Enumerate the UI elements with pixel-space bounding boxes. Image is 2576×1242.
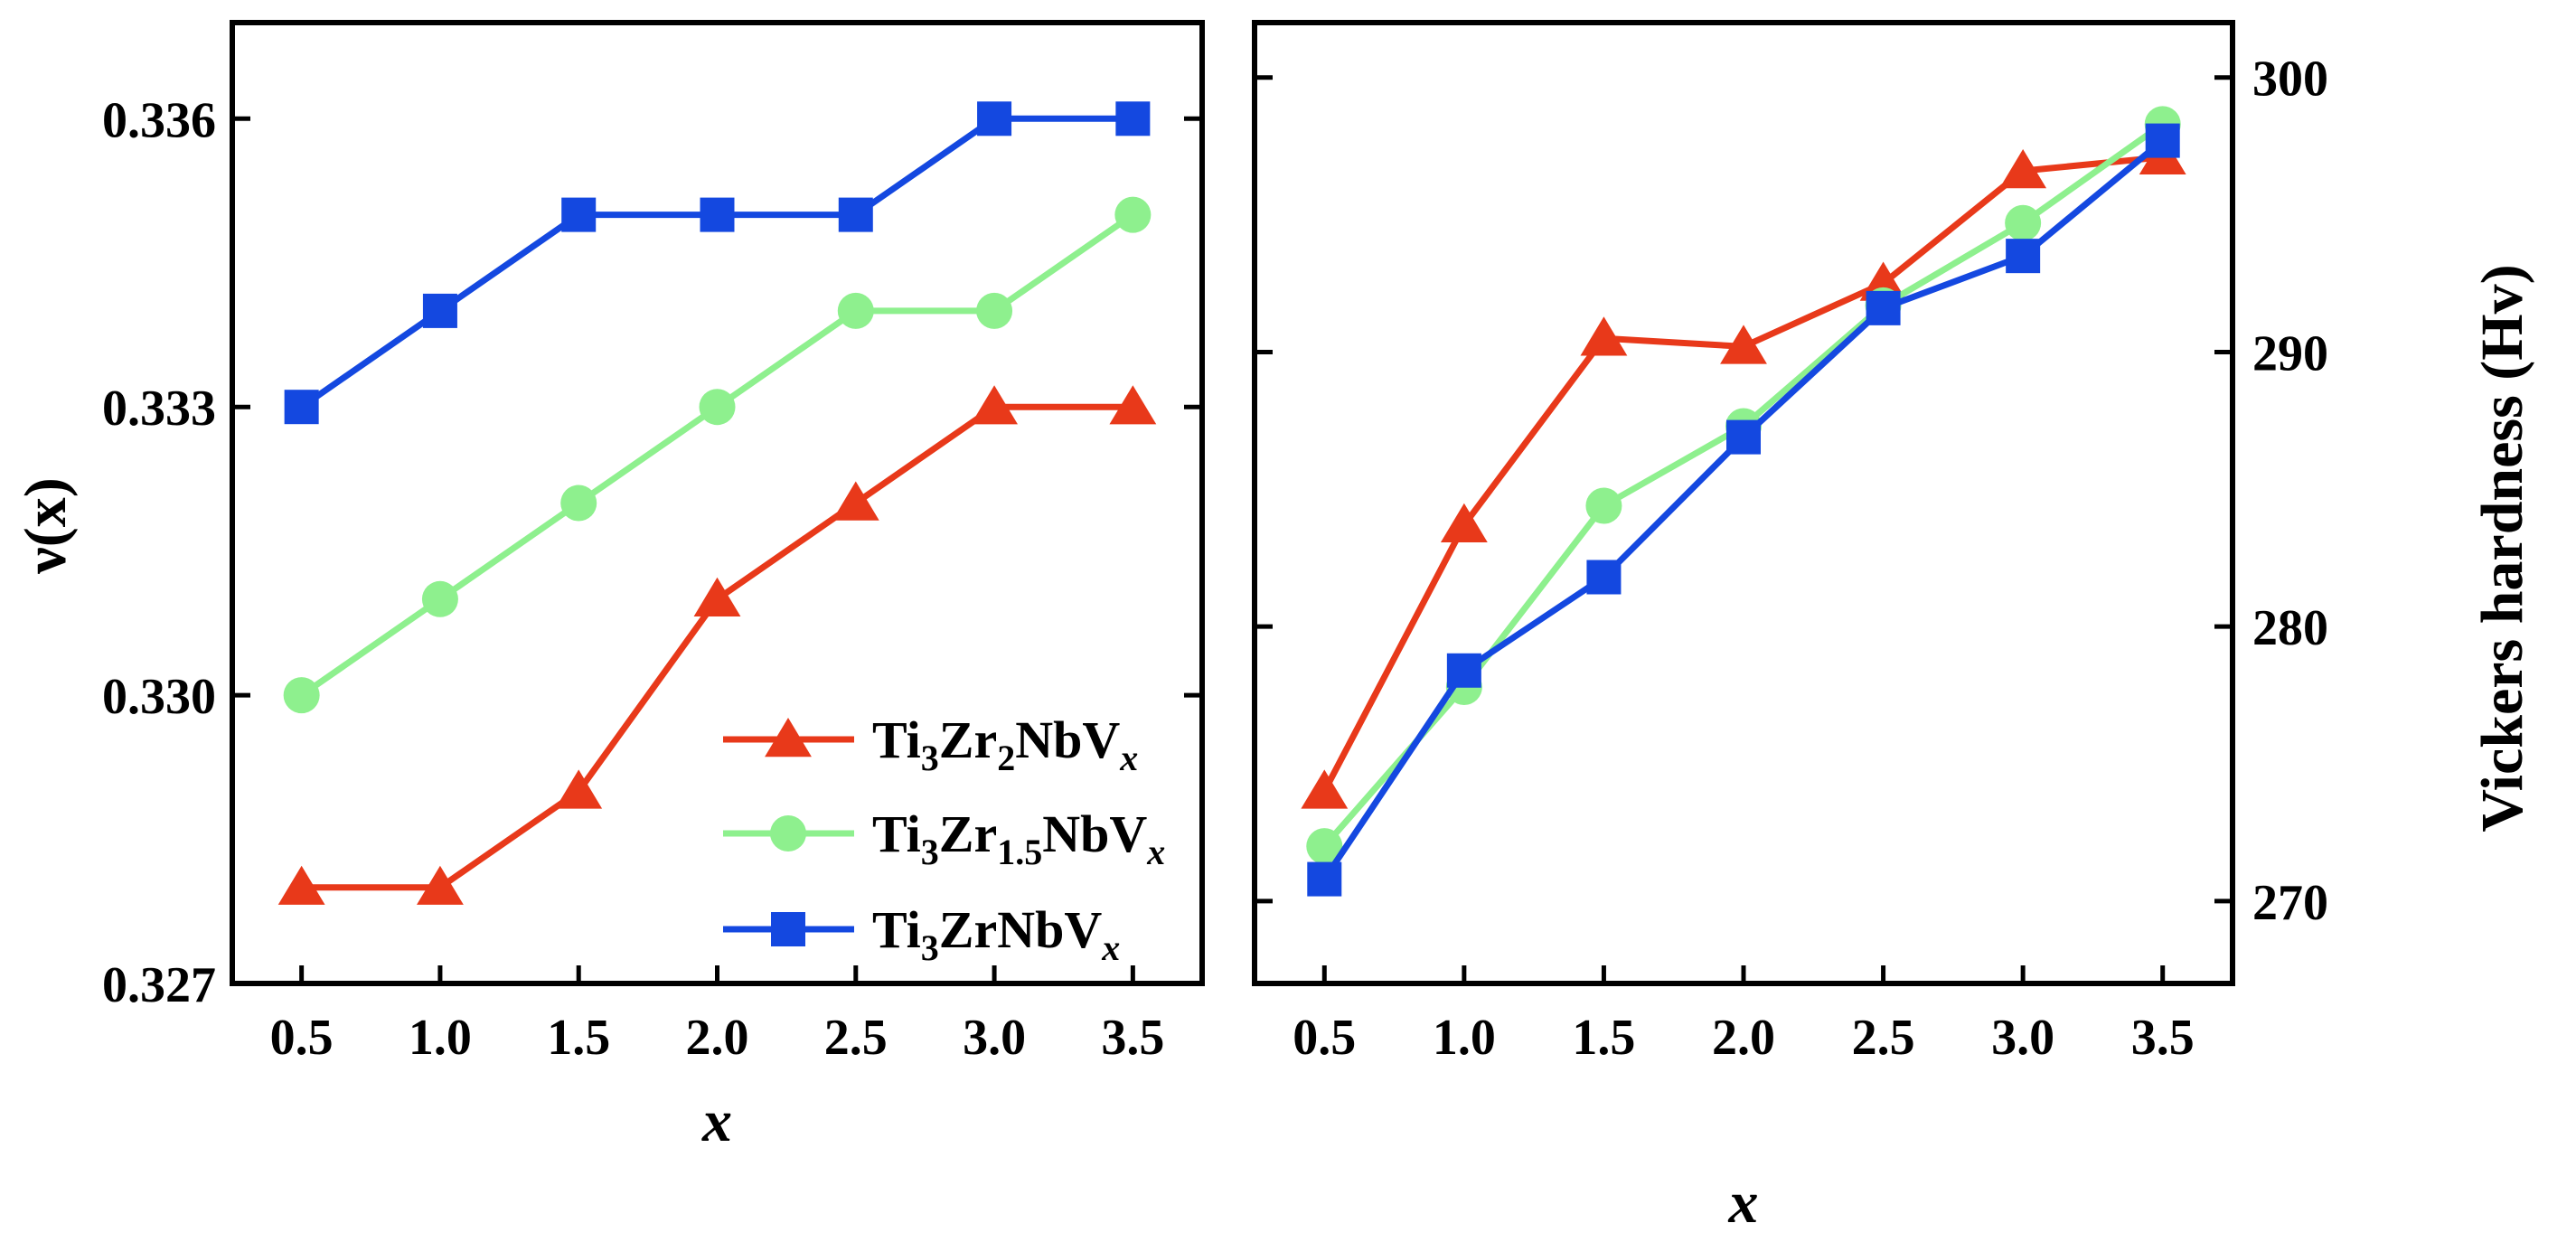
data-point-Ti3Zr2NbVx xyxy=(1580,316,1628,356)
x-tick-label: 1.5 xyxy=(1572,1010,1635,1066)
legend-part: Ti xyxy=(872,900,921,959)
x-tick-label: 3.5 xyxy=(1101,1010,1164,1066)
y-tick-label: 270 xyxy=(2252,875,2328,931)
data-point-Ti3ZrNbVx xyxy=(838,197,873,232)
data-point-Ti3Zr2NbVx xyxy=(1999,149,2047,189)
x-tick-label: 1.0 xyxy=(1433,1010,1496,1066)
left-panel: 0.5 1.0 1.5 2.0 2.5 3.0 3.5 0.327 0.330 0.333 0.33… xyxy=(13,20,1205,1154)
data-point-Ti3ZrNbVx xyxy=(561,197,597,232)
data-point-Ti3Zr1.5NbVx xyxy=(421,580,458,617)
x-tick-label: 0.5 xyxy=(270,1010,334,1066)
y-tick-label: 280 xyxy=(2252,600,2328,656)
x-tick-label: 1.5 xyxy=(547,1010,610,1066)
legend-sub: 2 xyxy=(997,738,1015,778)
legend-sub: x xyxy=(1101,927,1120,968)
legend-sub: 1.5 xyxy=(997,832,1042,872)
data-point-Ti3ZrNbVx xyxy=(1446,653,1481,688)
series-line-Ti3Zr2NbVx xyxy=(301,403,1133,891)
data-point-Ti3ZrNbVx xyxy=(2006,239,2041,274)
x-tick-label: 2.5 xyxy=(824,1010,888,1066)
legend-sub: 3 xyxy=(921,738,939,778)
x-tick-label: 3.5 xyxy=(2131,1010,2195,1066)
data-point-Ti3ZrNbVx xyxy=(1115,101,1151,136)
x-tick-label: 2.5 xyxy=(1852,1010,1915,1066)
data-point-Ti3Zr1.5NbVx xyxy=(837,292,874,329)
data-point-Ti3Zr2NbVx xyxy=(1301,769,1349,809)
data-point-Ti3Zr2NbVx xyxy=(1720,325,1767,364)
x-tick-label: 3.0 xyxy=(1991,1010,2054,1066)
data-point-Ti3ZrNbVx xyxy=(1307,861,1342,897)
legend-part: Zr xyxy=(939,804,997,863)
series-line-Ti3Zr1.5NbVx xyxy=(299,212,1135,698)
legend-part: Ti xyxy=(872,804,921,863)
legend-marker xyxy=(765,718,812,757)
legend-part: Zr xyxy=(939,710,997,769)
x-tick-label: 0.5 xyxy=(1293,1010,1356,1066)
series-line-Ti3ZrNbVx xyxy=(299,115,1133,410)
data-point-Ti3ZrNbVx xyxy=(422,293,457,328)
data-point-Ti3Zr2NbVx xyxy=(277,865,325,905)
y-tick-label: 290 xyxy=(2252,325,2328,381)
data-point-Ti3Zr1.5NbVx xyxy=(699,389,736,426)
x-tick-label: 3.0 xyxy=(963,1010,1026,1066)
data-point-Ti3Zr2NbVx xyxy=(555,769,603,809)
data-point-Ti3Zr1.5NbVx xyxy=(1585,487,1622,524)
data-point-Ti3ZrNbVx xyxy=(1586,560,1622,595)
data-point-Ti3ZrNbVx xyxy=(977,101,1012,136)
data-point-Ti3Zr1.5NbVx xyxy=(1114,196,1152,233)
legend-part: NbV xyxy=(1015,710,1120,769)
x-axis-title: x xyxy=(701,1088,732,1154)
legend-label: Ti3Zr2NbVx xyxy=(872,710,1138,778)
data-point-Ti3ZrNbVx xyxy=(1866,290,1901,325)
legend-part: Ti xyxy=(872,710,921,769)
data-point-Ti3Zr2NbVx xyxy=(832,481,879,521)
legend-label: Ti3Zr1.5NbVx xyxy=(872,804,1165,872)
data-point-Ti3Zr1.5NbVx xyxy=(283,677,320,714)
data-point-Ti3Zr1.5NbVx xyxy=(976,292,1013,329)
y-axis-title: ν(x) xyxy=(13,477,79,574)
y-tick-label: 0.336 xyxy=(102,92,216,148)
data-point-Ti3ZrNbVx xyxy=(700,197,735,232)
data-point-Ti3Zr2NbVx xyxy=(417,865,464,905)
x-tick-label: 1.0 xyxy=(409,1010,472,1066)
y-tick-label: 0.330 xyxy=(102,669,216,725)
legend-part: NbV xyxy=(1042,804,1147,863)
x-tick-label: 2.0 xyxy=(1712,1010,1775,1066)
y-tick-label: 0.333 xyxy=(102,381,216,437)
data-point-Ti3Zr1.5NbVx xyxy=(560,485,597,522)
y-axis-title: Vickers hardness (Hv) xyxy=(2469,264,2535,832)
y-tick-label: 0.327 xyxy=(102,957,216,1013)
legend-marker xyxy=(771,912,805,946)
data-point-Ti3Zr2NbVx xyxy=(1109,385,1157,425)
data-point-Ti3Zr2NbVx xyxy=(1440,503,1488,542)
data-point-Ti3ZrNbVx xyxy=(284,390,319,425)
legend-sub: 3 xyxy=(921,927,939,968)
y-tick-label: 300 xyxy=(2252,52,2328,108)
data-point-Ti3ZrNbVx xyxy=(2145,123,2180,158)
x-axis-title: x xyxy=(1728,1170,1759,1236)
x-tick-label: 2.0 xyxy=(686,1010,749,1066)
data-point-Ti3Zr2NbVx xyxy=(971,385,1018,425)
legend-sub: x xyxy=(1146,832,1165,872)
data-point-Ti3Zr1.5NbVx xyxy=(1306,828,1343,865)
legend-sub: x xyxy=(1119,738,1138,778)
legend-marker xyxy=(770,815,806,852)
legend-label: Ti3ZrNbVx xyxy=(872,900,1120,968)
legend-sub: 3 xyxy=(921,832,939,872)
right-panel: 0.5 1.0 1.5 2.0 2.5 3.0 3.5 270 280 290 300 x Vicker… xyxy=(1252,20,2535,1236)
legend-part: ZrNbV xyxy=(939,900,1103,959)
data-point-Ti3ZrNbVx xyxy=(1726,419,1761,455)
data-point-Ti3Zr2NbVx xyxy=(693,577,741,616)
data-point-Ti3Zr1.5NbVx xyxy=(2005,204,2042,241)
